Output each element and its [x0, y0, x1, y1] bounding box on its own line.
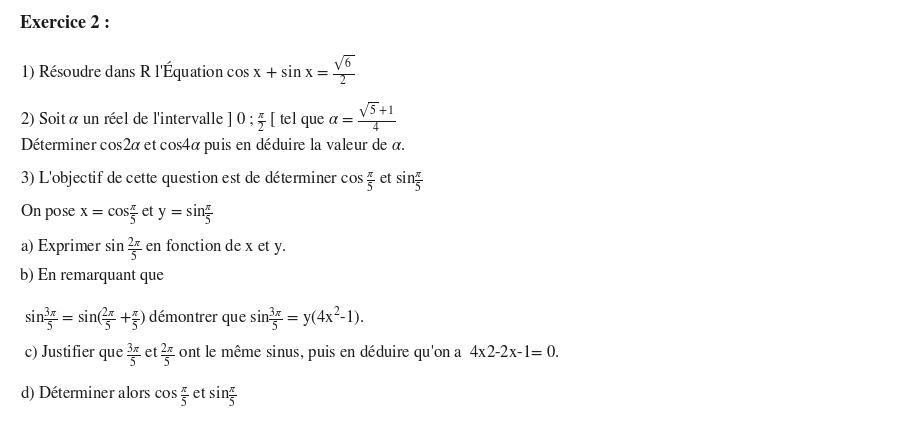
- Text: 1) Résoudre dans R l'Équation cos x + sin x = $\frac{\sqrt{6}}{2}$: 1) Résoudre dans R l'Équation cos x + si…: [20, 53, 354, 87]
- Text: 2) Soit $\alpha$ un réel de l'intervalle $]$ 0 ; $\frac{\pi}{2}$ $[$ tel que $\a: 2) Soit $\alpha$ un réel de l'intervalle…: [20, 100, 395, 134]
- Text: d) Déterminer alors cos $\frac{\pi}{5}$ et sin$\frac{\pi}{5}$: d) Déterminer alors cos $\frac{\pi}{5}$ …: [20, 384, 236, 409]
- Text: 3) L'objectif de cette question est de déterminer cos $\frac{\pi}{5}$ et sin$\fr: 3) L'objectif de cette question est de d…: [20, 169, 422, 194]
- Text: sin$\frac{3\pi}{5}$ = sin($\frac{2\pi}{5}$ +$\frac{\pi}{5}$) démontrer que sin$\: sin$\frac{3\pi}{5}$ = sin($\frac{2\pi}{5…: [20, 305, 364, 334]
- Text: b) En remarquant que: b) En remarquant que: [20, 268, 163, 284]
- Text: c) Justifier que $\frac{3\pi}{5}$ et $\frac{2\pi}{5}$ ont le même sinus, puis en: c) Justifier que $\frac{3\pi}{5}$ et $\f…: [20, 341, 558, 369]
- Text: Déterminer cos2$\alpha$ et cos4$\alpha$ puis en déduire la valeur de $\alpha$.: Déterminer cos2$\alpha$ et cos4$\alpha$ …: [20, 135, 405, 156]
- Text: Exercice 2 :: Exercice 2 :: [20, 15, 110, 32]
- Text: a) Exprimer sin $\frac{2\pi}{5}$ en fonction de x et y.: a) Exprimer sin $\frac{2\pi}{5}$ en fonc…: [20, 235, 286, 263]
- Text: On pose x = cos$\frac{\pi}{5}$ et y = sin$\frac{\pi}{5}$: On pose x = cos$\frac{\pi}{5}$ et y = si…: [20, 203, 213, 227]
